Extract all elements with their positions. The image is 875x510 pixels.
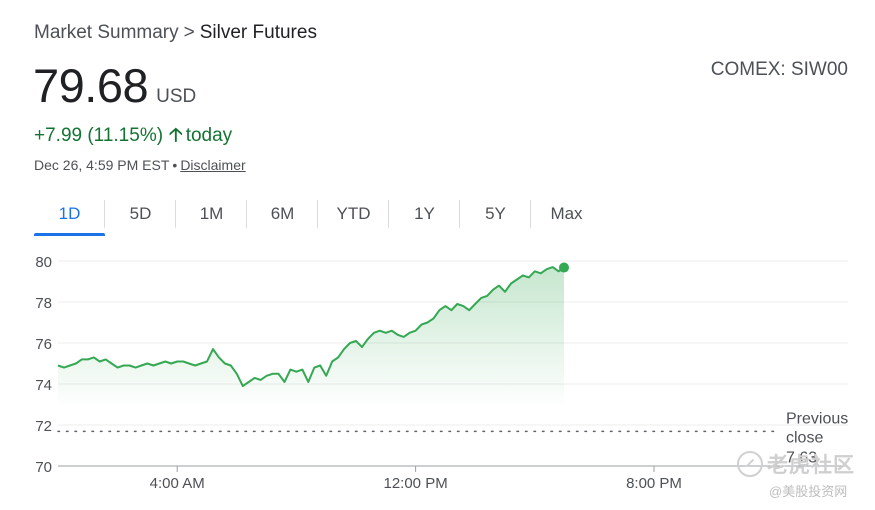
time-range-tabs: 1D 5D 1M 6M YTD 1Y 5Y Max <box>34 198 602 236</box>
quote-meta: Dec 26, 4:59 PM EST • Disclaimer <box>34 157 246 173</box>
tab-ytd[interactable]: YTD <box>318 198 389 234</box>
tab-label: Max <box>550 204 583 223</box>
x-tick-label: 4:00 AM <box>150 475 205 492</box>
x-tick-label: 8:00 PM <box>626 475 682 492</box>
previous-close-label: Previous <box>786 410 848 427</box>
price-chart[interactable]: 80 78 76 74 72 70 4:00 AM 12:00 PM 8:00 PM Previo… <box>0 240 875 510</box>
tab-label: YTD <box>336 204 371 223</box>
change-period: today <box>185 125 233 146</box>
y-tick-label: 76 <box>35 336 52 353</box>
tab-label: 1M <box>199 204 224 223</box>
tab-label: 5D <box>129 204 152 223</box>
currency-label: USD <box>156 86 197 107</box>
tab-divider <box>104 200 105 228</box>
tab-divider <box>388 200 389 228</box>
change-value: +7.99 (11.15%) <box>34 125 164 146</box>
arrow-up-icon: 🡡 <box>169 125 183 146</box>
tab-label: 5Y <box>485 204 506 223</box>
price-area-fill <box>58 267 564 408</box>
tab-5d[interactable]: 5D <box>105 198 176 234</box>
tab-1m[interactable]: 1M <box>176 198 247 234</box>
y-tick-label: 74 <box>35 377 52 394</box>
tab-divider <box>530 200 531 228</box>
tab-divider <box>246 200 247 228</box>
previous-close-value: 7 63 <box>786 449 817 466</box>
quote-timestamp: Dec 26, 4:59 PM EST <box>34 157 170 173</box>
y-tick-label: 78 <box>35 295 52 312</box>
tab-label: 6M <box>270 204 295 223</box>
tab-label: 1Y <box>414 204 435 223</box>
tab-5y[interactable]: 5Y <box>460 198 531 234</box>
tab-divider <box>459 200 460 228</box>
y-tick-label: 72 <box>35 418 52 435</box>
breadcrumb-parent-link[interactable]: Market Summary <box>34 22 179 43</box>
breadcrumb-current: Silver Futures <box>199 22 317 43</box>
previous-close-label: close <box>786 429 823 446</box>
tab-max[interactable]: Max <box>531 198 602 234</box>
price-line <box>57 266 565 387</box>
tab-1y[interactable]: 1Y <box>389 198 460 234</box>
breadcrumb-separator: > <box>183 22 195 43</box>
price-row: 79.68 USD <box>33 58 196 113</box>
exchange-ticker: COMEX: SIW00 <box>710 59 848 80</box>
disclaimer-link[interactable]: Disclaimer <box>180 157 246 173</box>
tab-1d[interactable]: 1D <box>34 198 105 236</box>
current-price-dot[interactable] <box>559 262 570 273</box>
breadcrumb: Market Summary > Silver Futures <box>34 22 317 44</box>
price-change: +7.99 (11.15%) 🡡 today <box>34 121 232 153</box>
tab-label: 1D <box>58 204 81 223</box>
y-tick-label: 80 <box>35 254 52 271</box>
x-tick-label: 12:00 PM <box>383 475 447 492</box>
tab-6m[interactable]: 6M <box>247 198 318 234</box>
tab-divider <box>317 200 318 228</box>
current-price: 79.68 <box>33 59 149 112</box>
meta-separator: • <box>172 157 178 173</box>
y-tick-label: 70 <box>35 459 52 476</box>
tab-divider <box>175 200 176 228</box>
